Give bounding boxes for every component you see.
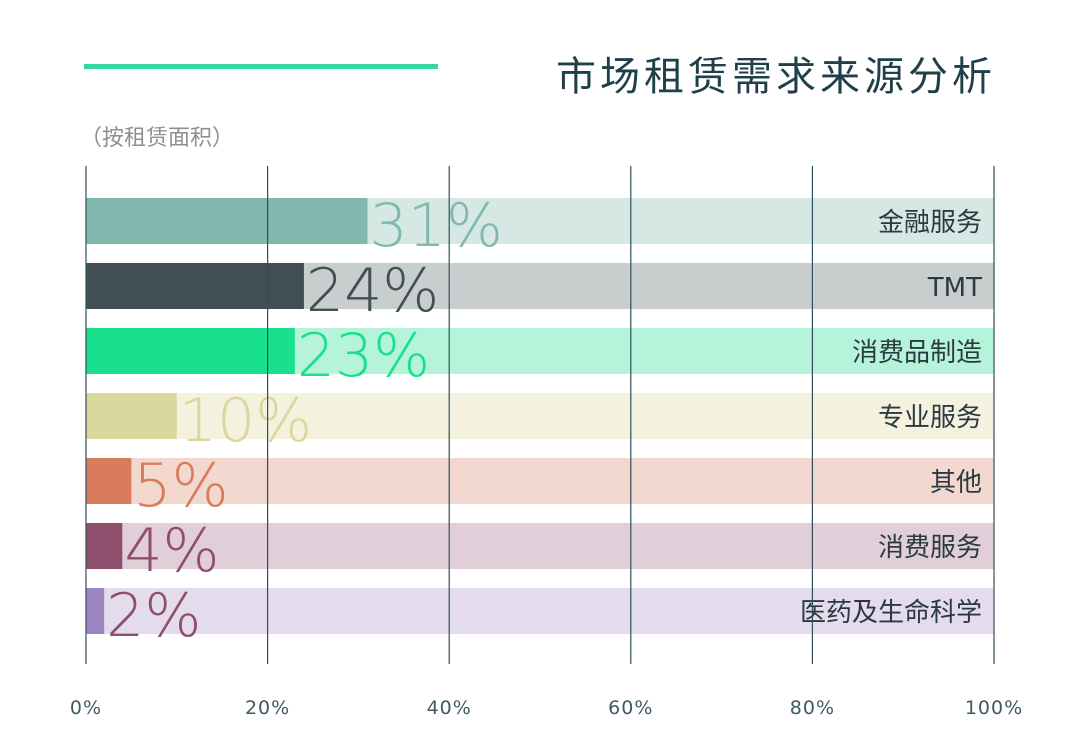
category-label: 其他 (930, 468, 982, 498)
bar (86, 588, 105, 634)
value-label: 2% (106, 581, 201, 651)
bar (86, 458, 132, 504)
category-label: 医药及生命科学 (800, 598, 982, 628)
bar-track (86, 523, 994, 569)
category-label: TMT (927, 273, 982, 303)
value-label: 4% (124, 516, 219, 586)
value-label: 24% (306, 256, 439, 326)
chart-subtitle: （按租赁面积） (80, 126, 235, 151)
category-label: 消费服务 (878, 533, 982, 563)
title-accent-line (84, 64, 438, 69)
bar (86, 198, 368, 244)
bar-track (86, 588, 994, 634)
x-tick-label: 60% (608, 697, 653, 719)
chart-title: 市场租赁需求来源分析 (556, 54, 996, 100)
bar (86, 328, 295, 374)
bar-track (86, 393, 994, 439)
value-label: 5% (133, 451, 228, 521)
x-tick-label: 0% (70, 697, 102, 719)
x-tick-label: 40% (427, 697, 472, 719)
bar (86, 523, 123, 569)
x-tick-label: 100% (965, 697, 1023, 719)
value-label: 31% (369, 191, 502, 261)
bar (86, 263, 304, 309)
x-tick-label: 80% (790, 697, 835, 719)
category-label: 金融服务 (878, 208, 982, 238)
bar-track (86, 458, 994, 504)
x-tick-label: 20% (245, 697, 290, 719)
category-label: 消费品制造 (852, 338, 982, 368)
value-label: 10% (179, 386, 312, 456)
bar (86, 393, 177, 439)
category-label: 专业服务 (878, 403, 982, 433)
value-label: 23% (297, 321, 430, 391)
